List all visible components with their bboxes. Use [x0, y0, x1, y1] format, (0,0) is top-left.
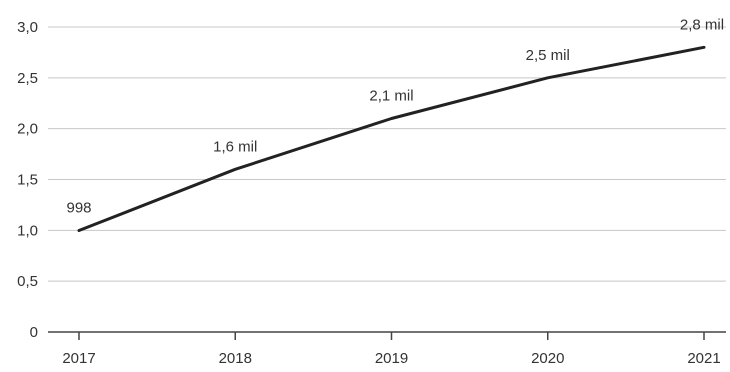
y-tick-label: 0: [30, 324, 38, 341]
x-tick-label: 2019: [375, 350, 408, 367]
y-tick-label: 1,0: [17, 222, 38, 239]
grid-lines: [48, 26, 726, 282]
y-tick-label: 0,5: [17, 273, 38, 290]
y-tick-label: 2,0: [17, 121, 38, 138]
series-line: [77, 45, 706, 233]
y-tick-label: 3,0: [17, 19, 38, 36]
x-tick-label: 2018: [219, 350, 252, 367]
x-tick-label: 2021: [687, 350, 720, 367]
y-tick-label: 1,5: [17, 172, 38, 189]
data-label: 2,5 mil: [526, 47, 570, 64]
data-label: 1,6 mil: [213, 138, 257, 155]
data-label: 2,8 mil: [680, 16, 724, 33]
x-axis-ticks: [78, 332, 705, 340]
data-label: 2,1 mil: [369, 88, 413, 105]
y-axis-tick-labels: 0 0,5 1,0 1,5 2,0 2,5 3,0: [17, 19, 38, 341]
x-tick-label: 2020: [531, 350, 564, 367]
y-tick-label: 2,5: [17, 70, 38, 87]
data-label: 998: [66, 200, 91, 217]
x-tick-label: 2017: [62, 350, 95, 367]
data-labels: 998 1,6 mil 2,1 mil 2,5 mil 2,8 mil: [66, 16, 724, 216]
x-axis-tick-labels: 2017 2018 2019 2020 2021: [62, 350, 720, 367]
